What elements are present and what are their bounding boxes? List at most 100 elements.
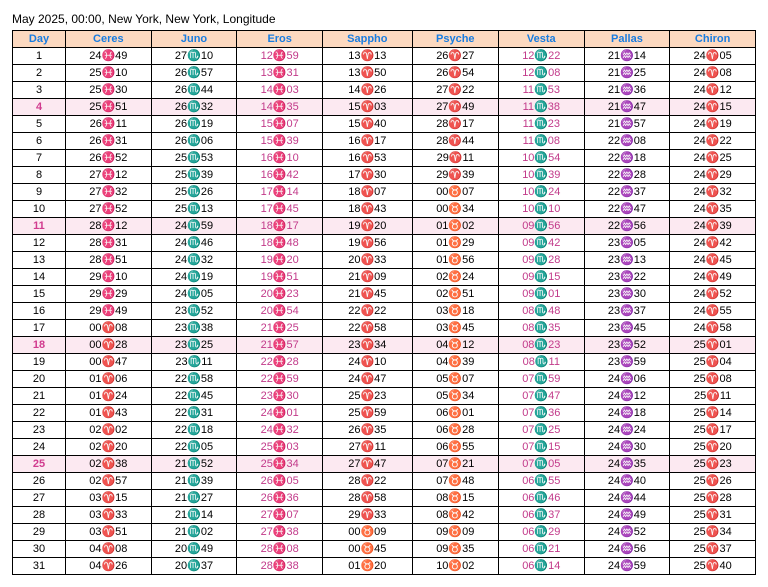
data-cell: 17♈30 <box>323 167 413 184</box>
data-cell: 03♉45 <box>412 320 498 337</box>
data-cell: 25♈59 <box>323 405 413 422</box>
data-cell: 29♈11 <box>412 150 498 167</box>
data-cell: 15♈40 <box>323 116 413 133</box>
data-cell: 02♉24 <box>412 269 498 286</box>
data-cell: 24♈22 <box>670 133 756 150</box>
data-cell: 24♈19 <box>670 116 756 133</box>
data-cell: 13♓31 <box>237 65 323 82</box>
data-cell: 24♒18 <box>584 405 670 422</box>
day-cell: 15 <box>13 286 66 303</box>
day-cell: 12 <box>13 235 66 252</box>
page-title: May 2025, 00:00, New York, New York, Lon… <box>12 12 756 26</box>
data-cell: 28♈17 <box>412 116 498 133</box>
data-cell: 21♏52 <box>151 456 237 473</box>
data-cell: 26♈35 <box>323 422 413 439</box>
data-cell: 24♈15 <box>670 99 756 116</box>
day-cell: 31 <box>13 558 66 575</box>
data-cell: 25♈17 <box>670 422 756 439</box>
ephemeris-table: DayCeresJunoErosSapphoPsycheVestaPallasC… <box>12 30 756 575</box>
day-cell: 17 <box>13 320 66 337</box>
data-cell: 01♉02 <box>412 218 498 235</box>
data-cell: 00♈08 <box>66 320 152 337</box>
data-cell: 27♏10 <box>151 48 237 65</box>
data-cell: 25♈11 <box>670 388 756 405</box>
data-cell: 11♏53 <box>498 82 584 99</box>
data-cell: 10♉02 <box>412 558 498 575</box>
data-cell: 19♈56 <box>323 235 413 252</box>
data-cell: 25♈26 <box>670 473 756 490</box>
data-cell: 16♓42 <box>237 167 323 184</box>
data-cell: 24♈32 <box>670 184 756 201</box>
day-cell: 29 <box>13 524 66 541</box>
day-cell: 6 <box>13 133 66 150</box>
data-cell: 07♏05 <box>498 456 584 473</box>
data-cell: 25♈31 <box>670 507 756 524</box>
day-cell: 1 <box>13 48 66 65</box>
data-cell: 23♒59 <box>584 354 670 371</box>
day-cell: 22 <box>13 405 66 422</box>
data-cell: 27♈11 <box>323 439 413 456</box>
data-cell: 20♏49 <box>151 541 237 558</box>
data-cell: 08♉15 <box>412 490 498 507</box>
data-cell: 21♏27 <box>151 490 237 507</box>
data-cell: 18♓48 <box>237 235 323 252</box>
column-header: Eros <box>237 31 323 48</box>
day-cell: 25 <box>13 456 66 473</box>
data-cell: 22♒37 <box>584 184 670 201</box>
data-cell: 24♒49 <box>584 507 670 524</box>
data-cell: 19♓20 <box>237 252 323 269</box>
data-cell: 25♓03 <box>237 439 323 456</box>
data-cell: 26♓52 <box>66 150 152 167</box>
data-cell: 24♏32 <box>151 252 237 269</box>
data-cell: 21♒14 <box>584 48 670 65</box>
data-cell: 21♈45 <box>323 286 413 303</box>
data-cell: 25♏39 <box>151 167 237 184</box>
data-cell: 20♓23 <box>237 286 323 303</box>
data-cell: 24♈29 <box>670 167 756 184</box>
data-cell: 23♒30 <box>584 286 670 303</box>
data-cell: 12♏22 <box>498 48 584 65</box>
data-cell: 14♈26 <box>323 82 413 99</box>
day-cell: 24 <box>13 439 66 456</box>
data-cell: 23♏25 <box>151 337 237 354</box>
data-cell: 25♓10 <box>66 65 152 82</box>
data-cell: 24♈08 <box>670 65 756 82</box>
data-cell: 21♒36 <box>584 82 670 99</box>
data-cell: 23♏52 <box>151 303 237 320</box>
data-cell: 27♈49 <box>412 99 498 116</box>
data-cell: 06♉28 <box>412 422 498 439</box>
data-cell: 16♓10 <box>237 150 323 167</box>
data-cell: 19♈20 <box>323 218 413 235</box>
data-cell: 09♏15 <box>498 269 584 286</box>
data-cell: 28♓31 <box>66 235 152 252</box>
data-cell: 26♓36 <box>237 490 323 507</box>
data-cell: 15♓39 <box>237 133 323 150</box>
column-header: Ceres <box>66 31 152 48</box>
data-cell: 27♈47 <box>323 456 413 473</box>
data-cell: 26♓11 <box>66 116 152 133</box>
data-cell: 20♈33 <box>323 252 413 269</box>
data-cell: 19♓51 <box>237 269 323 286</box>
day-cell: 16 <box>13 303 66 320</box>
data-cell: 23♒52 <box>584 337 670 354</box>
data-cell: 24♓01 <box>237 405 323 422</box>
data-cell: 27♈22 <box>412 82 498 99</box>
data-cell: 04♈26 <box>66 558 152 575</box>
data-cell: 08♏48 <box>498 303 584 320</box>
data-cell: 18♈07 <box>323 184 413 201</box>
data-cell: 24♈12 <box>670 82 756 99</box>
data-cell: 05♉07 <box>412 371 498 388</box>
data-cell: 03♈33 <box>66 507 152 524</box>
data-cell: 27♓52 <box>66 201 152 218</box>
data-cell: 24♏59 <box>151 218 237 235</box>
data-cell: 09♏01 <box>498 286 584 303</box>
data-cell: 23♏11 <box>151 354 237 371</box>
data-cell: 24♈49 <box>670 269 756 286</box>
data-cell: 29♓10 <box>66 269 152 286</box>
data-cell: 25♓51 <box>66 99 152 116</box>
data-cell: 04♉39 <box>412 354 498 371</box>
data-cell: 02♈57 <box>66 473 152 490</box>
data-cell: 26♈27 <box>412 48 498 65</box>
data-cell: 22♈22 <box>323 303 413 320</box>
data-cell: 25♈08 <box>670 371 756 388</box>
